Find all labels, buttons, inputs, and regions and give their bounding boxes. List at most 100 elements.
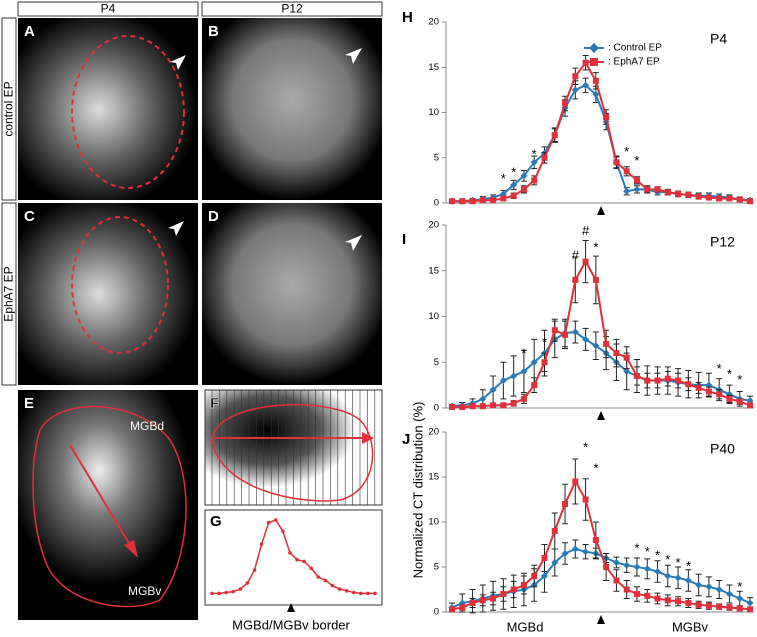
- data-point: [623, 367, 631, 375]
- data-point: [540, 572, 548, 580]
- data-point: [561, 550, 569, 557]
- data-point: [273, 518, 278, 522]
- region-label: MGBd: [130, 419, 164, 433]
- data-point: [623, 561, 631, 569]
- data-point: [562, 501, 569, 507]
- data-point: [330, 583, 335, 588]
- data-point: [541, 359, 548, 366]
- data-point: [541, 154, 548, 161]
- y-tick-label: 20: [428, 427, 439, 438]
- data-point: [695, 581, 703, 589]
- data-point: [705, 194, 712, 201]
- data-point: [288, 551, 292, 555]
- data-point: [644, 377, 651, 384]
- profile-box: [204, 509, 383, 606]
- y-tick-label: 5: [434, 152, 439, 163]
- data-point: [664, 375, 671, 382]
- data-point: [459, 198, 466, 205]
- data-point: [373, 591, 377, 596]
- data-point: [510, 372, 518, 380]
- data-point: [726, 604, 733, 611]
- y-tick-label: 20: [428, 220, 439, 231]
- y-tick-label: 10: [428, 517, 439, 528]
- legend-label: : Control EP: [608, 43, 662, 54]
- data-point: [736, 398, 743, 405]
- panel-letter: D: [208, 208, 219, 225]
- y-tick-label: 15: [428, 62, 439, 73]
- data-point: [603, 340, 610, 347]
- data-point: [562, 331, 569, 338]
- data-point: [664, 189, 671, 196]
- column-header: P12: [281, 2, 303, 16]
- data-point: [479, 403, 486, 410]
- data-point: [705, 388, 712, 395]
- significance-mark: *: [511, 165, 516, 180]
- mgb-outline: [211, 404, 374, 502]
- header-box: [17, 1, 199, 17]
- data-point: [623, 187, 631, 195]
- data-point: [490, 595, 497, 602]
- y-tick-label: 15: [428, 472, 439, 483]
- data-point: [716, 391, 723, 398]
- series-line: [451, 479, 751, 611]
- significance-mark: *: [645, 544, 650, 559]
- row-box: [1, 202, 17, 386]
- arrowhead: [345, 235, 362, 251]
- panel-letter: J: [402, 431, 410, 448]
- data-point: [633, 591, 640, 597]
- data-point: [323, 578, 328, 583]
- data-point: [551, 559, 559, 566]
- data-point: [562, 100, 569, 107]
- data-point: [715, 586, 723, 593]
- data-point: [705, 602, 712, 609]
- roi-outline: [71, 216, 169, 354]
- border-marker: [597, 615, 605, 624]
- micrograph: [18, 390, 198, 620]
- panel-letter: I: [402, 231, 406, 248]
- data-point: [654, 595, 661, 602]
- significance-mark: *: [737, 579, 742, 594]
- data-point: [309, 566, 314, 571]
- data-point: [266, 520, 271, 525]
- micrograph: [202, 18, 382, 200]
- data-point: [344, 589, 349, 593]
- data-point: [675, 377, 682, 384]
- data-point: [530, 158, 538, 166]
- data-point: [633, 185, 641, 193]
- header-box: [201, 1, 383, 17]
- significance-mark: *: [532, 146, 537, 161]
- data-point: [582, 335, 590, 343]
- data-point: [746, 599, 754, 607]
- data-point: [449, 404, 455, 411]
- panel-letter: H: [402, 9, 413, 26]
- significance-mark: *: [521, 345, 526, 360]
- significance-mark: *: [665, 552, 670, 567]
- data-point: [592, 90, 600, 98]
- data-point: [490, 197, 497, 204]
- border-marker: [287, 603, 295, 612]
- data-point: [592, 77, 599, 84]
- data-point: [510, 400, 517, 407]
- series-line: [451, 547, 751, 609]
- y-tick-label: 15: [428, 265, 439, 276]
- data-point: [747, 402, 753, 409]
- data-point: [695, 601, 702, 608]
- series-line: [451, 331, 751, 408]
- y-tick-label: 0: [434, 198, 439, 209]
- data-point: [337, 587, 342, 591]
- significance-mark: *: [593, 460, 598, 475]
- y-axis-label: Normalized CT distribution (%): [410, 402, 425, 579]
- data-point: [449, 606, 455, 613]
- data-point: [551, 327, 558, 334]
- data-point: [654, 377, 661, 384]
- significance-mark: *: [676, 555, 681, 570]
- border-marker: [597, 206, 605, 215]
- y-tick-label: 10: [428, 107, 439, 118]
- data-point: [217, 591, 221, 596]
- data-point: [520, 367, 528, 375]
- data-point: [613, 350, 620, 357]
- data-point: [469, 403, 476, 410]
- data-point: [295, 557, 299, 562]
- data-point: [685, 600, 692, 606]
